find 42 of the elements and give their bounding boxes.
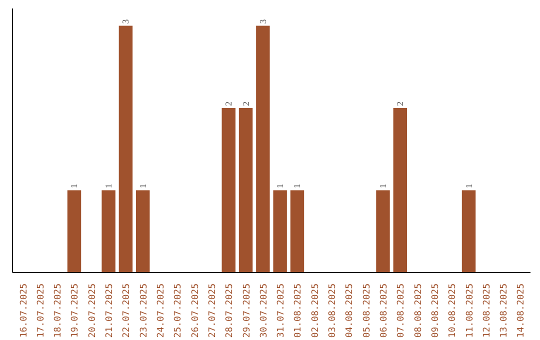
x-tick-label: 10.08.2025 — [448, 283, 458, 338]
data-label: 1 — [378, 184, 388, 188]
x-tick-label: 08.08.2025 — [414, 283, 424, 338]
x-tick-label: 09.08.2025 — [430, 283, 441, 338]
x-tick-label: 16.07.2025 — [19, 283, 30, 338]
x-tick-label: 22.07.2025 — [122, 283, 132, 338]
x-tick-label: 14.08.2025 — [516, 283, 527, 338]
data-label: 2 — [395, 102, 406, 106]
data-label: 2 — [240, 102, 251, 106]
data-label: 1 — [138, 184, 148, 188]
data-label: 1 — [69, 184, 80, 188]
x-tick-label: 05.08.2025 — [362, 283, 372, 338]
data-label: 1 — [464, 184, 474, 188]
x-tick-label: 19.07.2025 — [70, 283, 81, 338]
x-tick-label: 04.08.2025 — [345, 283, 356, 338]
x-tick-label: 12.08.2025 — [482, 283, 492, 338]
x-tick-label: 23.07.2025 — [139, 283, 150, 338]
x-tick-label: 07.08.2025 — [396, 283, 407, 338]
x-tick-label: 11.08.2025 — [465, 283, 476, 338]
data-label: 3 — [120, 18, 131, 24]
x-tick-label: 03.08.2025 — [328, 283, 338, 338]
x-tick-label: 01.08.2025 — [294, 283, 304, 338]
x-tick-label: 25.07.2025 — [174, 283, 184, 338]
x-tick-label: 13.08.2025 — [500, 283, 510, 338]
x-tick-label: 26.07.2025 — [190, 283, 201, 338]
x-tick-label: 29.07.2025 — [242, 283, 252, 338]
data-label: 1 — [104, 184, 114, 188]
data-label: 1 — [275, 184, 286, 188]
x-tick-label: 17.07.2025 — [36, 283, 46, 338]
data-label: 3 — [258, 18, 268, 24]
x-tick-label: 18.07.2025 — [54, 283, 64, 338]
x-tick-label: 02.08.2025 — [310, 283, 321, 338]
data-label: 2 — [224, 102, 234, 106]
x-tick-label: 20.07.2025 — [88, 283, 98, 338]
x-tick-label: 31.07.2025 — [276, 283, 287, 338]
x-tick-label: 28.07.2025 — [225, 283, 236, 338]
x-tick-label: 06.08.2025 — [379, 283, 390, 338]
x-tick-label: 24.07.2025 — [156, 283, 167, 338]
x-tick-label: 30.07.2025 — [259, 283, 270, 338]
x-tick-label: 27.07.2025 — [208, 283, 218, 338]
x-tick-label: 21.07.2025 — [105, 283, 116, 338]
data-label: 1 — [292, 184, 302, 188]
